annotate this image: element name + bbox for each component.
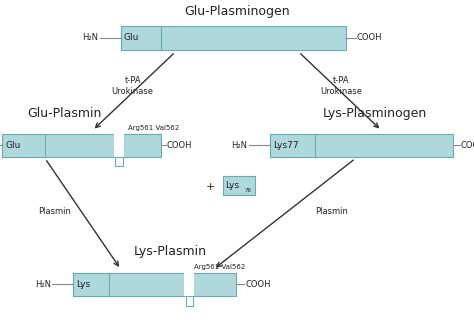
Text: H₂N: H₂N — [35, 280, 51, 289]
Text: Lys: Lys — [76, 280, 91, 289]
Bar — [270, 134, 315, 157]
Bar — [2, 134, 114, 157]
Bar — [73, 273, 109, 296]
Text: Lys: Lys — [225, 181, 239, 190]
Text: Glu: Glu — [124, 33, 139, 42]
Text: H₂N: H₂N — [231, 141, 247, 150]
Bar — [184, 273, 194, 296]
Text: Lys77: Lys77 — [273, 141, 299, 150]
Text: +: + — [206, 182, 216, 192]
Bar — [114, 134, 124, 157]
Text: Glu-Plasmin: Glu-Plasmin — [27, 107, 101, 120]
Text: COOH: COOH — [461, 141, 474, 150]
Text: Arg561 Val562: Arg561 Val562 — [128, 125, 179, 131]
Text: H₂N: H₂N — [82, 33, 98, 42]
Bar — [193, 273, 236, 296]
Text: COOH: COOH — [167, 141, 192, 150]
Text: Glu: Glu — [5, 141, 20, 150]
Text: t-PA
Urokinase: t-PA Urokinase — [320, 76, 362, 96]
Text: COOH: COOH — [356, 33, 382, 42]
Bar — [121, 26, 346, 50]
Bar — [73, 273, 185, 296]
Bar — [185, 296, 192, 306]
Bar — [270, 134, 453, 157]
Bar — [121, 26, 161, 50]
Text: Glu-Plasminogen: Glu-Plasminogen — [184, 4, 290, 18]
Bar — [2, 134, 45, 157]
Text: COOH: COOH — [245, 280, 271, 289]
Text: Plasmin: Plasmin — [38, 207, 71, 216]
Text: Lys-Plasmin: Lys-Plasmin — [134, 244, 207, 258]
Text: Arg561 Val562: Arg561 Val562 — [194, 264, 246, 270]
Text: 76: 76 — [244, 188, 251, 194]
Text: Lys-Plasminogen: Lys-Plasminogen — [322, 107, 427, 120]
Bar — [115, 157, 122, 166]
Bar — [123, 134, 161, 157]
Text: t-PA
Urokinase: t-PA Urokinase — [112, 76, 154, 96]
Bar — [223, 176, 255, 195]
Text: Plasmin: Plasmin — [315, 207, 348, 216]
